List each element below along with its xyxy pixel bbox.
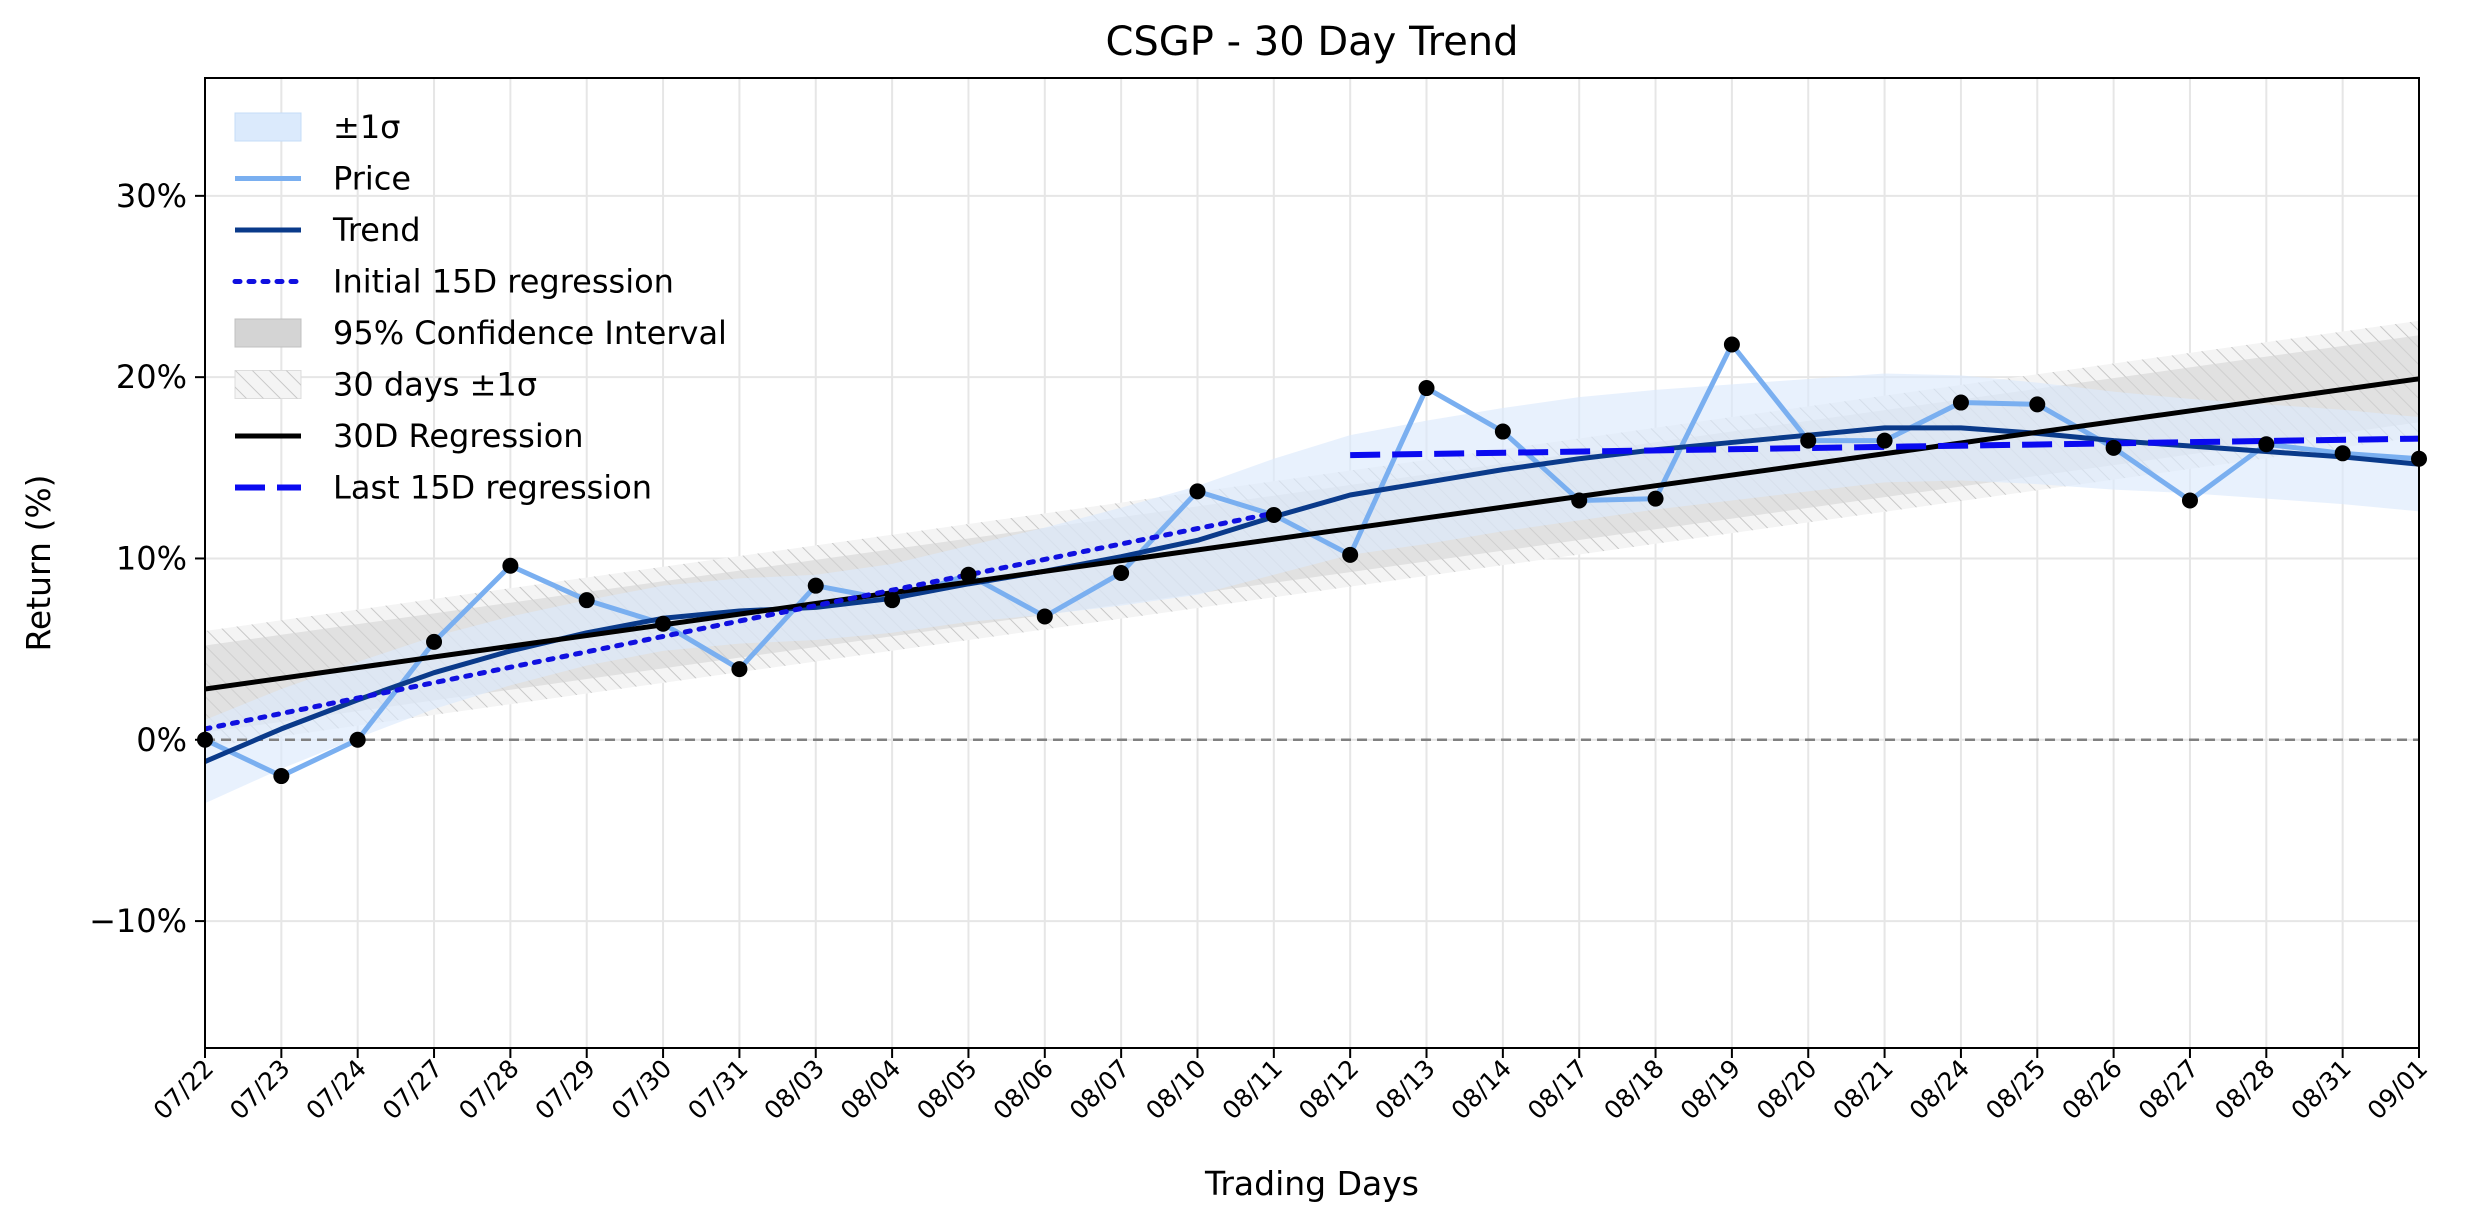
price-point <box>1265 506 1282 523</box>
legend-label: 30D Regression <box>333 417 584 455</box>
x-tick-label: 07/28 <box>453 1054 524 1125</box>
price-point <box>2181 492 2198 509</box>
chart-title: CSGP - 30 Day Trend <box>1105 19 1518 65</box>
x-tick-label: 07/22 <box>148 1054 219 1125</box>
legend-label: Last 15D regression <box>333 469 652 507</box>
legend: ±1σ Price Trend Initial 15D regression 95% C… <box>232 108 727 507</box>
initial-15d-regression-line <box>205 510 1277 732</box>
x-tick-label: 08/03 <box>759 1054 830 1125</box>
legend-swatch-confidence <box>234 318 302 348</box>
legend-label: Trend <box>332 211 421 249</box>
x-tick-label: 08/27 <box>2133 1054 2204 1125</box>
legend-label: Initial 15D regression <box>333 263 674 301</box>
y-tick-label: 0% <box>136 721 187 759</box>
price-point <box>1723 336 1740 353</box>
price-point <box>1876 432 1893 449</box>
price-point <box>2029 396 2046 413</box>
x-tick-label: 08/20 <box>1751 1054 1822 1125</box>
price-point <box>807 577 824 594</box>
x-tick-label: 08/28 <box>2209 1054 2280 1125</box>
x-tick-label: 08/31 <box>2285 1054 2356 1125</box>
x-tick-label: 08/19 <box>1675 1054 1746 1125</box>
price-point <box>1189 483 1206 500</box>
x-tick-label: 07/30 <box>606 1054 677 1125</box>
bands <box>205 320 2419 804</box>
series-lines <box>205 342 2419 779</box>
price-point <box>731 661 748 678</box>
price-point <box>1418 380 1435 397</box>
price-point <box>578 592 595 609</box>
y-axis-label: Return (%) <box>19 474 58 651</box>
x-tick-label: 07/24 <box>300 1054 371 1125</box>
price-point <box>1342 546 1359 563</box>
x-tick-label: 08/11 <box>1217 1054 1288 1125</box>
price-point <box>502 557 519 574</box>
last-15d-regression-line <box>1350 435 2419 459</box>
x-tick-label: 07/29 <box>530 1054 601 1125</box>
x-tick-label: 08/14 <box>1446 1054 1517 1125</box>
x-tick-label: 07/23 <box>224 1054 295 1125</box>
price-point <box>349 731 366 748</box>
price-point <box>655 615 672 632</box>
x-tick-label: 08/26 <box>2056 1054 2127 1125</box>
x-tick-label: 09/01 <box>2362 1054 2433 1125</box>
x-tick-label: 08/04 <box>835 1054 906 1125</box>
x-tick-label: 08/18 <box>1598 1054 1669 1125</box>
plot-frame <box>204 77 2420 1049</box>
y-tick-label: 30% <box>116 177 187 215</box>
y-tick-label: −10% <box>89 902 187 940</box>
x-tick-label: 07/31 <box>682 1054 753 1125</box>
price-point <box>1113 564 1130 581</box>
price-point <box>2105 439 2122 456</box>
x-tick-label: 08/17 <box>1522 1054 1593 1125</box>
x-tick-label: 08/21 <box>1827 1054 1898 1125</box>
price-point <box>1571 492 1588 509</box>
price-point <box>2334 445 2351 462</box>
x-axis-ticks: 07/22 07/23 07/24 07/27 07/28 07/29 07/30 07/31… <box>148 1048 2433 1125</box>
price-point <box>273 768 290 785</box>
price-point <box>1036 608 1053 625</box>
x-tick-label: 08/13 <box>1369 1054 1440 1125</box>
regression-30d-line <box>205 376 2419 692</box>
x-tick-label: 08/12 <box>1293 1054 1364 1125</box>
legend-label: 95% Confidence Interval <box>333 314 727 352</box>
price-point <box>960 566 977 583</box>
band-sigma <box>205 373 2419 804</box>
legend-swatch-sigma <box>234 112 302 142</box>
x-tick-label: 08/05 <box>911 1054 982 1125</box>
price-point <box>1647 490 1664 507</box>
x-tick-label: 08/06 <box>988 1054 1059 1125</box>
legend-label: 30 days ±1σ <box>333 366 537 404</box>
x-tick-label: 08/25 <box>1980 1054 2051 1125</box>
legend-label: ±1σ <box>333 108 400 146</box>
legend-label: Price <box>333 160 411 198</box>
x-tick-label: 07/27 <box>377 1054 448 1125</box>
y-tick-label: 10% <box>116 539 187 577</box>
price-point <box>1800 432 1817 449</box>
x-tick-label: 08/24 <box>1904 1054 1975 1125</box>
x-axis-label: Trading Days <box>1204 1164 1419 1203</box>
x-tick-label: 08/10 <box>1140 1054 1211 1125</box>
y-axis-ticks: −10% 0% 10% 20% 30% <box>89 177 205 940</box>
x-tick-label: 08/07 <box>1064 1054 1135 1125</box>
price-point <box>1494 423 1511 440</box>
price-point <box>426 633 443 650</box>
price-point <box>1952 394 1969 411</box>
price-point <box>2258 436 2275 453</box>
price-markers <box>197 336 2427 785</box>
price-point <box>884 592 901 609</box>
legend-swatch-30d-sigma-hatch <box>235 370 301 399</box>
y-tick-label: 20% <box>116 358 187 396</box>
